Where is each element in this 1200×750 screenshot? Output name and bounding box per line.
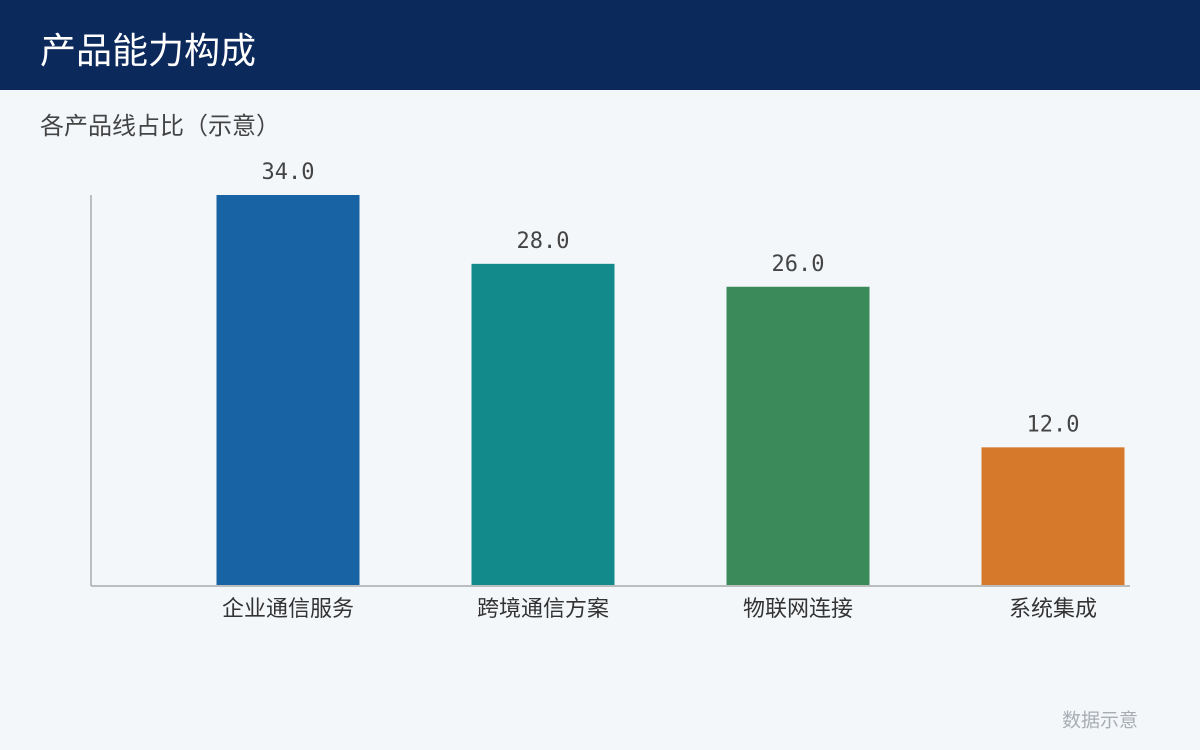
- value-label: 34.0: [262, 160, 315, 185]
- header: 产品能力构成: [0, 0, 1200, 90]
- bar: [216, 195, 360, 585]
- chart-subtitle: 各产品线占比（示意）: [40, 112, 280, 140]
- value-label: 26.0: [772, 252, 825, 277]
- bar: [981, 447, 1125, 585]
- page-title: 产品能力构成: [40, 31, 257, 72]
- value-label: 12.0: [1027, 412, 1080, 437]
- bar: [726, 286, 870, 585]
- x-tick-label: 物联网连接: [743, 597, 853, 622]
- x-tick-label: 系统集成: [1009, 597, 1097, 622]
- footer-note: 数据示意: [1062, 710, 1138, 732]
- x-tick-label: 企业通信服务: [222, 597, 354, 622]
- x-tick-label: 跨境通信方案: [477, 597, 609, 622]
- bar: [471, 263, 615, 585]
- value-label: 28.0: [517, 229, 570, 254]
